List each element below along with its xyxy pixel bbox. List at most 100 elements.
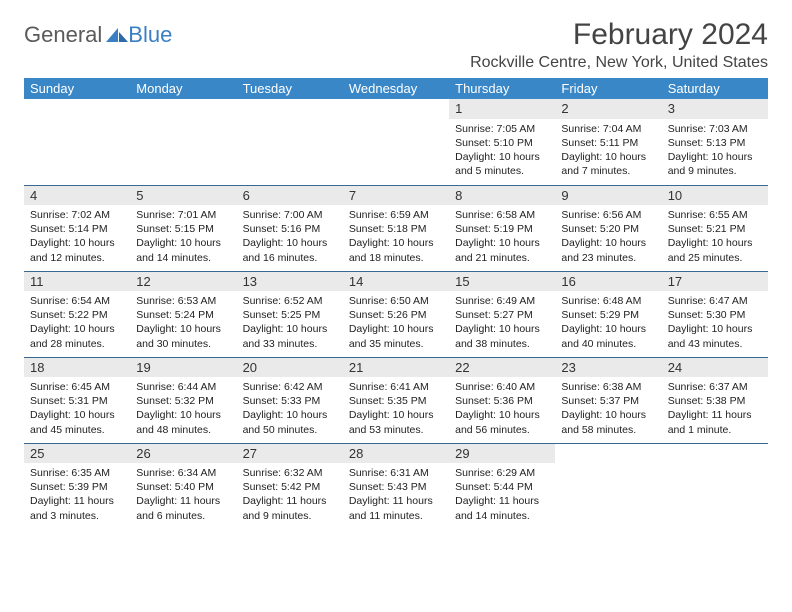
day-number: 4	[24, 186, 130, 206]
day-details: Sunrise: 6:34 AMSunset: 5:40 PMDaylight:…	[130, 463, 236, 527]
sunset-text: Sunset: 5:22 PM	[30, 308, 126, 322]
daylight-text: Daylight: 11 hours	[243, 494, 339, 508]
sunset-text: Sunset: 5:37 PM	[561, 394, 657, 408]
sunset-text: Sunset: 5:39 PM	[30, 480, 126, 494]
daylight-text: Daylight: 10 hours	[349, 408, 445, 422]
daylight-text: and 58 minutes.	[561, 423, 657, 437]
sunset-text: Sunset: 5:10 PM	[455, 136, 551, 150]
brand-logo: General Blue	[24, 18, 172, 48]
day-number: 13	[237, 272, 343, 292]
sunrise-text: Sunrise: 6:58 AM	[455, 208, 551, 222]
calendar-day-cell: 16Sunrise: 6:48 AMSunset: 5:29 PMDayligh…	[555, 271, 661, 357]
weekday-header: Sunday	[24, 78, 130, 99]
sunset-text: Sunset: 5:38 PM	[668, 394, 764, 408]
sunset-text: Sunset: 5:14 PM	[30, 222, 126, 236]
day-number: 8	[449, 186, 555, 206]
day-details: Sunrise: 6:59 AMSunset: 5:18 PMDaylight:…	[343, 205, 449, 269]
sunset-text: Sunset: 5:44 PM	[455, 480, 551, 494]
calendar-page: General Blue February 2024 Rockville Cen…	[0, 0, 792, 529]
sunrise-text: Sunrise: 6:44 AM	[136, 380, 232, 394]
calendar-day-cell	[662, 443, 768, 529]
calendar-day-cell: 9Sunrise: 6:56 AMSunset: 5:20 PMDaylight…	[555, 185, 661, 271]
sunrise-text: Sunrise: 6:55 AM	[668, 208, 764, 222]
daylight-text: and 7 minutes.	[561, 164, 657, 178]
sunrise-text: Sunrise: 6:41 AM	[349, 380, 445, 394]
sunrise-text: Sunrise: 7:03 AM	[668, 122, 764, 136]
weekday-header-row: Sunday Monday Tuesday Wednesday Thursday…	[24, 78, 768, 99]
calendar-day-cell: 5Sunrise: 7:01 AMSunset: 5:15 PMDaylight…	[130, 185, 236, 271]
sunrise-text: Sunrise: 6:48 AM	[561, 294, 657, 308]
sunrise-text: Sunrise: 6:31 AM	[349, 466, 445, 480]
day-details: Sunrise: 6:53 AMSunset: 5:24 PMDaylight:…	[130, 291, 236, 355]
daylight-text: Daylight: 10 hours	[668, 150, 764, 164]
calendar-day-cell: 11Sunrise: 6:54 AMSunset: 5:22 PMDayligh…	[24, 271, 130, 357]
calendar-body: 1Sunrise: 7:05 AMSunset: 5:10 PMDaylight…	[24, 99, 768, 529]
day-details: Sunrise: 6:31 AMSunset: 5:43 PMDaylight:…	[343, 463, 449, 527]
daylight-text: and 1 minute.	[668, 423, 764, 437]
day-number: 27	[237, 444, 343, 464]
daylight-text: and 28 minutes.	[30, 337, 126, 351]
day-number: 20	[237, 358, 343, 378]
calendar-day-cell: 7Sunrise: 6:59 AMSunset: 5:18 PMDaylight…	[343, 185, 449, 271]
calendar-day-cell: 1Sunrise: 7:05 AMSunset: 5:10 PMDaylight…	[449, 99, 555, 185]
calendar-day-cell: 26Sunrise: 6:34 AMSunset: 5:40 PMDayligh…	[130, 443, 236, 529]
daylight-text: Daylight: 10 hours	[561, 322, 657, 336]
brand-part1: General	[24, 22, 102, 48]
day-number: 1	[449, 99, 555, 119]
calendar-day-cell	[343, 99, 449, 185]
day-details: Sunrise: 6:42 AMSunset: 5:33 PMDaylight:…	[237, 377, 343, 441]
calendar-day-cell: 2Sunrise: 7:04 AMSunset: 5:11 PMDaylight…	[555, 99, 661, 185]
day-number: 3	[662, 99, 768, 119]
calendar-grid: Sunday Monday Tuesday Wednesday Thursday…	[24, 78, 768, 529]
calendar-week-row: 25Sunrise: 6:35 AMSunset: 5:39 PMDayligh…	[24, 443, 768, 529]
sunrise-text: Sunrise: 6:53 AM	[136, 294, 232, 308]
day-number: 10	[662, 186, 768, 206]
calendar-day-cell: 22Sunrise: 6:40 AMSunset: 5:36 PMDayligh…	[449, 357, 555, 443]
sunrise-text: Sunrise: 6:37 AM	[668, 380, 764, 394]
calendar-day-cell: 27Sunrise: 6:32 AMSunset: 5:42 PMDayligh…	[237, 443, 343, 529]
sunset-text: Sunset: 5:13 PM	[668, 136, 764, 150]
day-number: 26	[130, 444, 236, 464]
daylight-text: Daylight: 10 hours	[561, 150, 657, 164]
sunrise-text: Sunrise: 6:32 AM	[243, 466, 339, 480]
sunset-text: Sunset: 5:15 PM	[136, 222, 232, 236]
daylight-text: and 9 minutes.	[668, 164, 764, 178]
calendar-day-cell: 12Sunrise: 6:53 AMSunset: 5:24 PMDayligh…	[130, 271, 236, 357]
sunset-text: Sunset: 5:36 PM	[455, 394, 551, 408]
daylight-text: and 11 minutes.	[349, 509, 445, 523]
sunrise-text: Sunrise: 7:01 AM	[136, 208, 232, 222]
day-details: Sunrise: 6:37 AMSunset: 5:38 PMDaylight:…	[662, 377, 768, 441]
header: General Blue February 2024 Rockville Cen…	[24, 18, 768, 72]
day-details: Sunrise: 6:44 AMSunset: 5:32 PMDaylight:…	[130, 377, 236, 441]
sunset-text: Sunset: 5:32 PM	[136, 394, 232, 408]
day-details: Sunrise: 6:45 AMSunset: 5:31 PMDaylight:…	[24, 377, 130, 441]
daylight-text: Daylight: 10 hours	[136, 322, 232, 336]
sunrise-text: Sunrise: 6:45 AM	[30, 380, 126, 394]
calendar-day-cell: 29Sunrise: 6:29 AMSunset: 5:44 PMDayligh…	[449, 443, 555, 529]
day-number: 29	[449, 444, 555, 464]
calendar-day-cell	[24, 99, 130, 185]
day-details: Sunrise: 7:05 AMSunset: 5:10 PMDaylight:…	[449, 119, 555, 183]
day-number: 6	[237, 186, 343, 206]
calendar-day-cell: 13Sunrise: 6:52 AMSunset: 5:25 PMDayligh…	[237, 271, 343, 357]
sunset-text: Sunset: 5:29 PM	[561, 308, 657, 322]
daylight-text: Daylight: 10 hours	[30, 236, 126, 250]
day-number: 15	[449, 272, 555, 292]
daylight-text: Daylight: 10 hours	[561, 236, 657, 250]
day-details: Sunrise: 6:38 AMSunset: 5:37 PMDaylight:…	[555, 377, 661, 441]
sunrise-text: Sunrise: 6:40 AM	[455, 380, 551, 394]
day-details: Sunrise: 6:40 AMSunset: 5:36 PMDaylight:…	[449, 377, 555, 441]
day-number: 28	[343, 444, 449, 464]
weekday-header: Thursday	[449, 78, 555, 99]
calendar-day-cell: 8Sunrise: 6:58 AMSunset: 5:19 PMDaylight…	[449, 185, 555, 271]
day-details: Sunrise: 6:35 AMSunset: 5:39 PMDaylight:…	[24, 463, 130, 527]
calendar-day-cell: 17Sunrise: 6:47 AMSunset: 5:30 PMDayligh…	[662, 271, 768, 357]
daylight-text: Daylight: 11 hours	[349, 494, 445, 508]
sunset-text: Sunset: 5:27 PM	[455, 308, 551, 322]
day-number: 7	[343, 186, 449, 206]
daylight-text: and 48 minutes.	[136, 423, 232, 437]
day-number: 25	[24, 444, 130, 464]
daylight-text: and 43 minutes.	[668, 337, 764, 351]
daylight-text: Daylight: 10 hours	[243, 322, 339, 336]
calendar-day-cell: 18Sunrise: 6:45 AMSunset: 5:31 PMDayligh…	[24, 357, 130, 443]
